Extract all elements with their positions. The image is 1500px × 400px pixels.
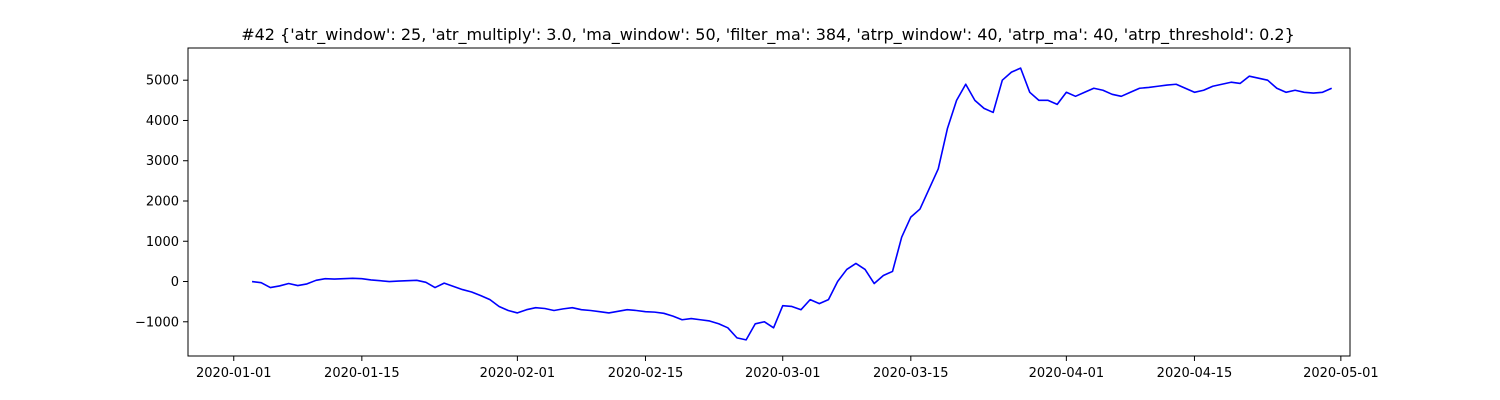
x-tick-label: 2020-04-01: [1029, 366, 1105, 381]
y-tick-label: 4000: [146, 114, 179, 129]
x-axis: 2020-01-01 2020-01-15 2020-02-01 2020-02-15…: [196, 356, 1379, 381]
y-tick-label: 3000: [146, 154, 179, 169]
chart-title: #42 {'atr_window': 25, 'atr_multiply': 3…: [241, 25, 1295, 45]
x-tick-label: 2020-05-01: [1303, 366, 1379, 381]
x-tick-label: 2020-03-15: [873, 366, 949, 381]
series-line-0: [251, 67, 1333, 341]
x-tick-label: 2020-02-15: [608, 366, 684, 381]
plot-frame: [187, 47, 1351, 357]
y-tick-label: −1000: [135, 315, 179, 330]
y-tick-label: 0: [171, 275, 179, 290]
plot-area: [251, 67, 1333, 341]
x-tick-label: 2020-03-01: [745, 366, 821, 381]
y-tick-label: 5000: [146, 74, 179, 89]
y-axis: −1000 0 1000 2000 3000 4000 5000: [135, 74, 188, 330]
y-tick-label: 1000: [146, 235, 179, 250]
x-tick-label: 2020-01-15: [324, 366, 400, 381]
y-tick-label: 2000: [146, 194, 179, 209]
x-tick-label: 2020-04-15: [1157, 366, 1233, 381]
x-tick-label: 2020-02-01: [480, 366, 556, 381]
x-tick-label: 2020-01-01: [196, 366, 272, 381]
